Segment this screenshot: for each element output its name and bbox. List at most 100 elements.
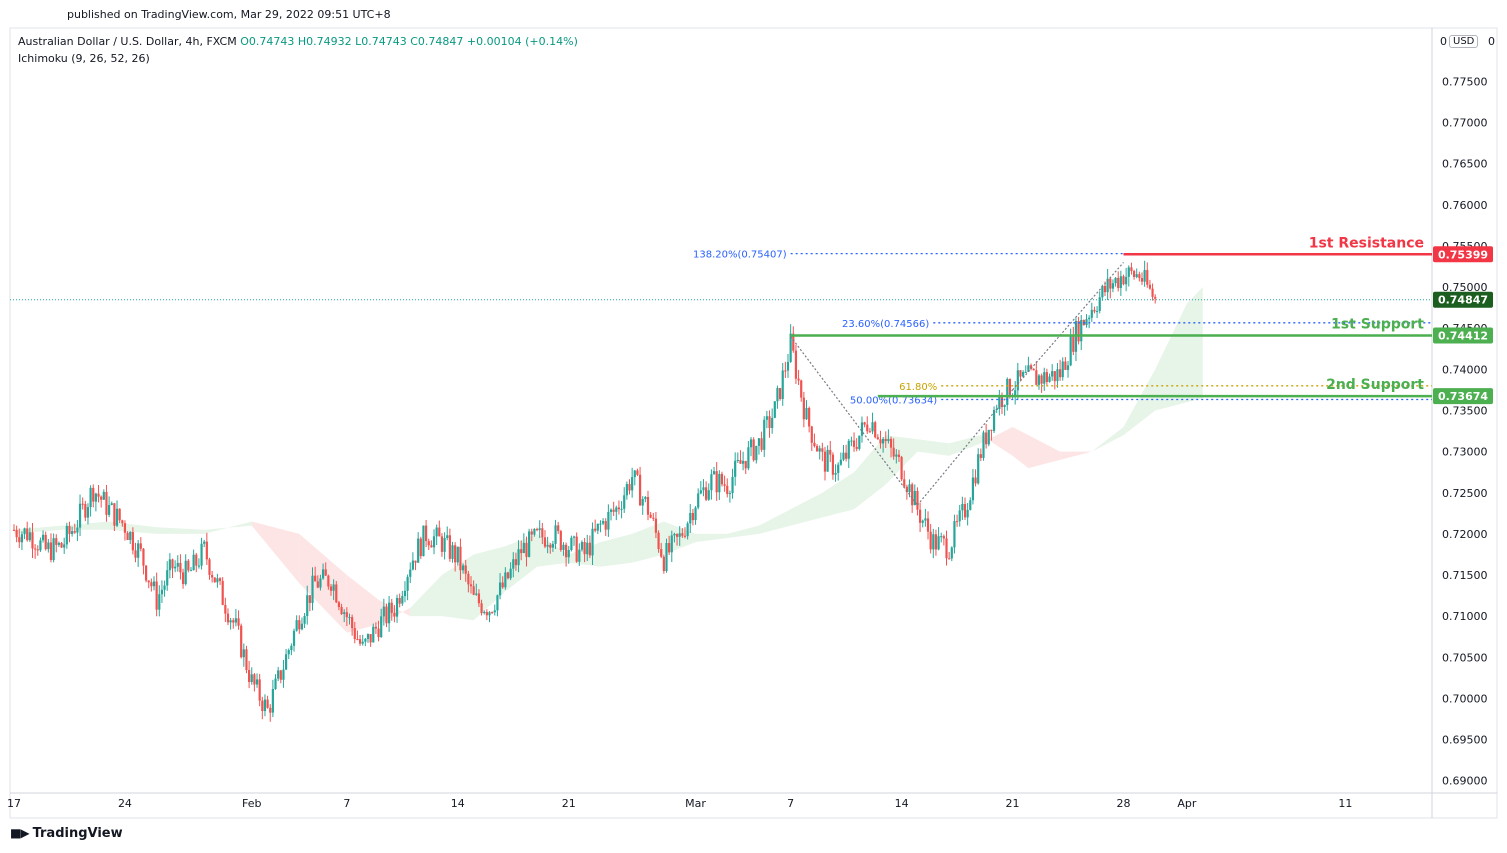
candle-body: [810, 426, 813, 443]
candle-body: [316, 581, 319, 588]
candle-body: [768, 416, 771, 428]
cloud-segment: [600, 533, 633, 567]
price-axis[interactable]: 0.775000.770000.765000.760000.755000.750…: [1433, 75, 1493, 788]
candle-body: [966, 509, 969, 518]
candle-body: [1022, 372, 1025, 377]
candle-body: [879, 439, 882, 444]
candle-body: [557, 525, 560, 532]
candle-body: [1109, 278, 1112, 289]
candle-body: [168, 559, 171, 571]
candle-body: [948, 558, 951, 560]
candle-body: [781, 370, 784, 399]
candle-body: [1024, 371, 1027, 373]
candle-body: [1140, 278, 1144, 282]
chart-border: [9, 27, 1498, 819]
candle-body: [884, 438, 887, 442]
candle-body: [361, 641, 364, 644]
candle-body: [594, 528, 597, 531]
candle-body: [295, 620, 298, 631]
candle-body: [488, 612, 491, 616]
candle-body: [705, 487, 708, 500]
candle-body: [892, 447, 895, 457]
candle-body: [535, 529, 539, 531]
candle-body: [998, 395, 1001, 409]
candle-body: [454, 545, 457, 563]
candle-body: [174, 566, 177, 569]
candle-body: [773, 401, 776, 418]
candle-body: [73, 531, 76, 533]
candles: [12, 260, 1157, 722]
candle-body: [866, 424, 869, 432]
candle-body: [794, 350, 798, 379]
candle-body: [528, 531, 531, 557]
candle-body: [92, 487, 95, 502]
candle-body: [411, 560, 414, 570]
candle-body: [480, 603, 483, 614]
y-tick-label: 0.74000: [1442, 363, 1488, 376]
candle-body: [467, 573, 470, 585]
candle-body: [279, 670, 282, 680]
x-tick-label: 21: [1006, 797, 1020, 810]
candle-body: [448, 535, 451, 559]
candle-body: [1146, 270, 1149, 285]
candle-body: [1037, 375, 1041, 385]
candle-body: [583, 542, 586, 555]
candle-body: [699, 490, 702, 494]
symbol-legend[interactable]: Australian Dollar / U.S. Dollar, 4h, FXC…: [18, 35, 578, 48]
candle-body: [617, 507, 621, 510]
time-axis[interactable]: 17 24 Feb 7 14 21 Mar 7 14 21 28 Apr 11: [7, 797, 1352, 810]
cloud-segment: [156, 527, 205, 534]
candle-body: [652, 517, 655, 519]
candle-body: [1000, 395, 1004, 408]
candle-body: [327, 575, 330, 587]
currency-button[interactable]: USD: [1449, 35, 1479, 48]
candle-body: [1106, 278, 1109, 293]
cloud-segment: [790, 492, 823, 526]
candle-body: [546, 544, 549, 547]
y-tick-label: 0.73000: [1442, 446, 1488, 459]
candle-body: [358, 639, 362, 644]
candle-body: [942, 536, 945, 539]
candle-body: [382, 606, 385, 617]
candle-body: [1053, 371, 1056, 382]
candle-body: [765, 416, 768, 420]
candle-body: [654, 518, 658, 533]
candle-body: [216, 578, 219, 583]
candle-body: [813, 442, 816, 447]
candle-body: [625, 484, 628, 496]
candle-body: [572, 536, 576, 538]
candle-body: [897, 454, 901, 457]
candle-body: [808, 408, 811, 427]
candle-body: [826, 449, 829, 472]
axis-zero-left: 0: [1440, 35, 1447, 48]
chart-frame: [9, 27, 1498, 819]
candle-body: [1048, 376, 1051, 382]
candle-body: [615, 507, 618, 512]
candle-body: [977, 454, 980, 484]
cloud-segment: [410, 575, 442, 617]
candle-body: [638, 474, 642, 506]
candle-body: [324, 569, 327, 576]
candle-body: [49, 542, 53, 561]
candle-body: [1138, 274, 1141, 279]
published-note: published on TradingView.com, Mar 29, 20…: [67, 8, 391, 21]
candle-body: [65, 526, 68, 545]
tradingview-logo[interactable]: ■▶ TradingView: [10, 826, 123, 841]
candle-body: [271, 688, 274, 713]
candle-body: [953, 521, 956, 548]
candle-body: [496, 595, 499, 611]
candle-body: [847, 440, 850, 459]
y-tick-label: 0.75000: [1442, 281, 1488, 294]
indicator-legend[interactable]: Ichimoku (9, 26, 52, 26): [18, 52, 150, 65]
candle-body: [15, 530, 18, 538]
candle-body: [314, 575, 317, 582]
level-price-label: 0.73674: [1438, 390, 1488, 403]
candle-body: [234, 618, 237, 623]
candle-body: [36, 549, 39, 551]
candle-body: [300, 623, 304, 630]
candle-body: [266, 699, 269, 708]
candle-body: [628, 484, 631, 491]
candle-body: [493, 610, 496, 613]
candle-body: [63, 544, 66, 548]
